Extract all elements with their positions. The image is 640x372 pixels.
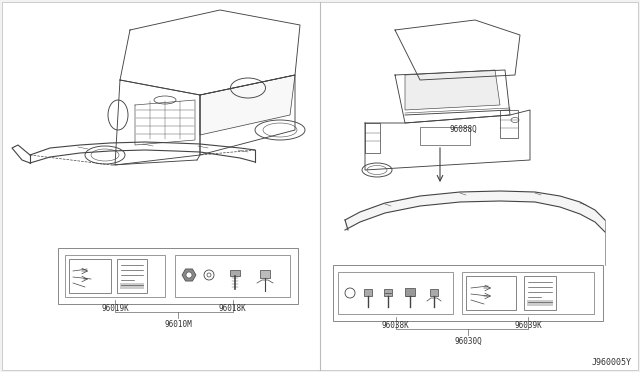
- Polygon shape: [405, 70, 500, 110]
- Text: 96038K: 96038K: [381, 321, 410, 330]
- Polygon shape: [200, 75, 295, 135]
- Bar: [175, 255, 290, 297]
- Bar: [230, 270, 240, 276]
- Bar: [260, 270, 270, 278]
- Text: 96039K: 96039K: [514, 321, 542, 330]
- Bar: [333, 265, 603, 321]
- Bar: [500, 110, 518, 138]
- Bar: [420, 127, 470, 145]
- Bar: [65, 255, 165, 297]
- Bar: [384, 289, 392, 296]
- Bar: [405, 288, 415, 296]
- Text: 96010M: 96010M: [164, 320, 192, 329]
- Bar: [406, 289, 414, 296]
- Bar: [365, 123, 380, 153]
- Circle shape: [186, 272, 192, 278]
- Text: 96019K: 96019K: [101, 304, 129, 313]
- Polygon shape: [182, 269, 196, 281]
- Bar: [524, 276, 556, 310]
- Bar: [364, 289, 372, 296]
- Bar: [120, 283, 144, 289]
- Bar: [338, 272, 453, 314]
- Text: 96030Q: 96030Q: [454, 337, 482, 346]
- Bar: [466, 276, 516, 310]
- Text: J960005Y: J960005Y: [592, 358, 632, 367]
- Bar: [117, 259, 147, 293]
- Polygon shape: [345, 191, 605, 232]
- Text: 96088Q: 96088Q: [450, 125, 477, 134]
- Bar: [58, 248, 298, 304]
- Bar: [430, 289, 438, 296]
- Bar: [462, 272, 594, 314]
- Bar: [527, 300, 553, 306]
- Text: 96018K: 96018K: [219, 304, 246, 313]
- Bar: [69, 259, 111, 293]
